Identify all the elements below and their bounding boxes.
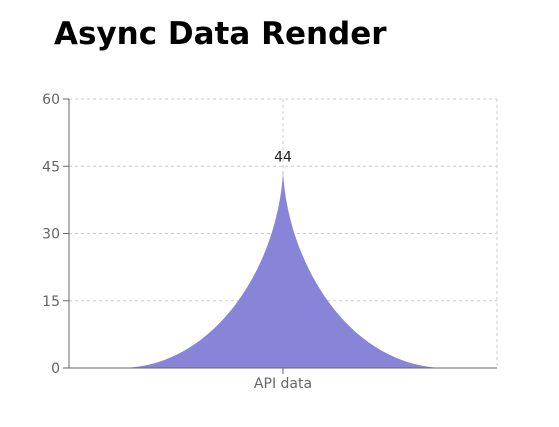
y-tick-label: 45	[42, 159, 60, 175]
y-tick-label: 15	[42, 294, 60, 310]
x-axis: API data	[69, 367, 497, 392]
y-tick-label: 60	[42, 92, 60, 108]
y-tick-label: 0	[51, 361, 60, 377]
y-axis: 0 15 30 45 60	[42, 92, 70, 377]
data-labels: 44	[274, 150, 292, 166]
x-tick-label: API data	[254, 376, 312, 392]
series-area	[124, 170, 442, 368]
page-title: Async Data Render	[54, 16, 387, 52]
data-label: 44	[274, 150, 292, 166]
y-tick-label: 30	[42, 227, 60, 243]
area-mark	[124, 170, 442, 368]
